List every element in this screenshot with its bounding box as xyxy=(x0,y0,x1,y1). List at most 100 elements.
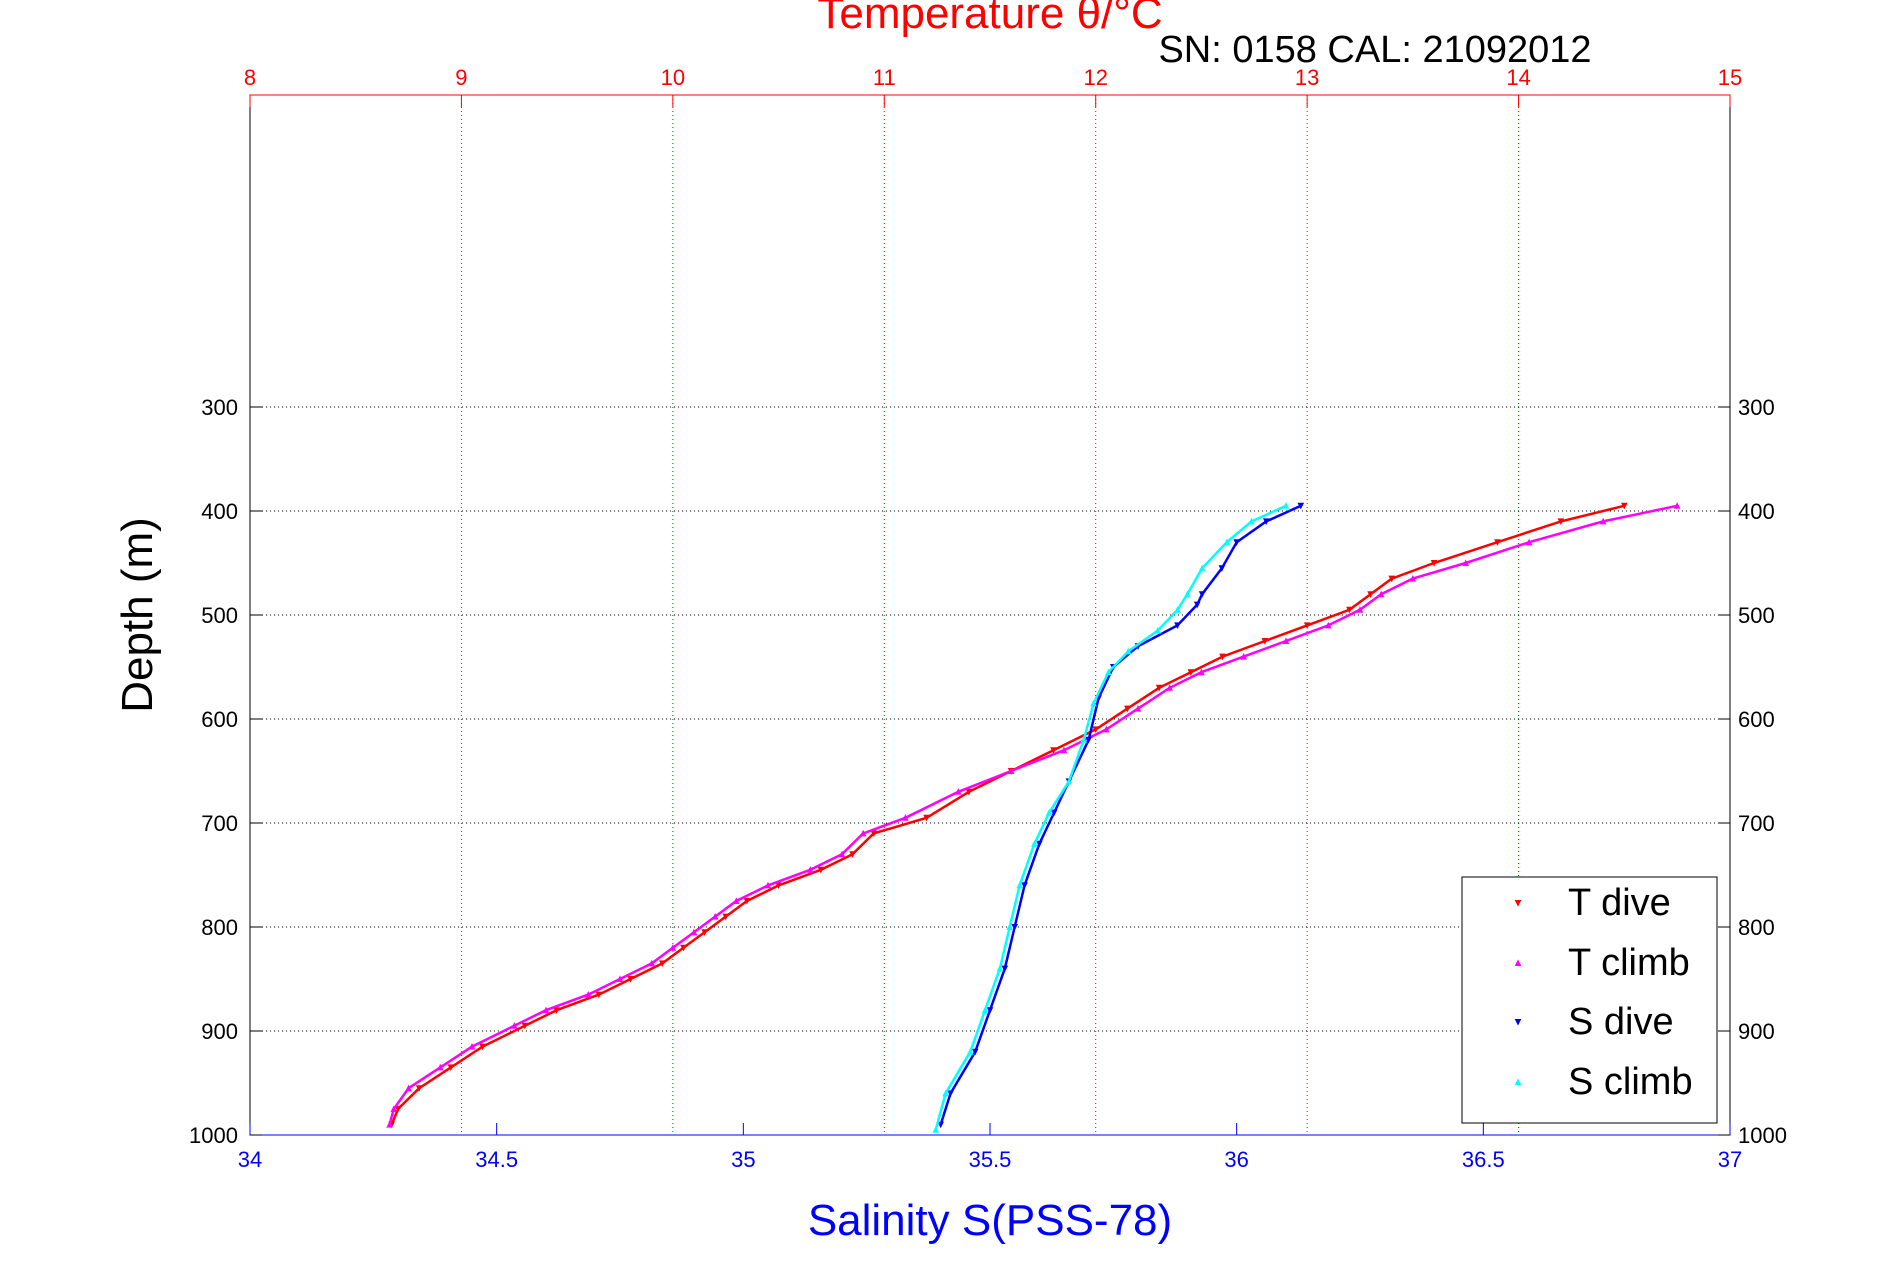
series-line xyxy=(388,504,1678,1125)
data-point xyxy=(1134,704,1142,712)
data-point xyxy=(1219,653,1226,661)
data-point xyxy=(1090,699,1097,707)
data-point xyxy=(1409,574,1417,582)
data-point xyxy=(1036,840,1043,848)
temperature-tick-label: 10 xyxy=(661,65,685,90)
data-point xyxy=(1462,559,1470,566)
data-point xyxy=(405,1084,412,1092)
legend-label: T climb xyxy=(1568,942,1690,984)
data-point xyxy=(1356,606,1364,613)
data-point xyxy=(1124,647,1132,655)
data-points xyxy=(386,502,1681,1133)
depth-tick-label: 900 xyxy=(1738,1019,1775,1044)
data-point xyxy=(595,991,603,999)
depth-tick-label: 400 xyxy=(201,499,238,524)
legend-label: S dive xyxy=(1568,1001,1674,1043)
depth-tick-label: 800 xyxy=(201,915,238,940)
data-point xyxy=(1261,638,1269,645)
data-point xyxy=(806,866,814,873)
data-point xyxy=(394,1106,402,1113)
legend-marker xyxy=(1514,1078,1522,1085)
data-point xyxy=(849,851,856,858)
depth-tick-label: 300 xyxy=(1738,395,1775,420)
depth-tick-label: 900 xyxy=(201,1019,238,1044)
chart-subtitle: SN: 0158 CAL: 21092012 xyxy=(1158,29,1591,71)
data-point xyxy=(775,882,782,890)
data-point xyxy=(954,788,962,795)
data-point xyxy=(1092,726,1100,734)
data-point xyxy=(1388,575,1396,583)
salinity-tick-label: 36.5 xyxy=(1462,1147,1505,1172)
depth-tick-label: 800 xyxy=(1738,915,1775,940)
temperature-tick-label: 9 xyxy=(455,65,467,90)
salinity-tick-label: 34.5 xyxy=(475,1147,518,1172)
data-point xyxy=(1324,621,1332,629)
data-point xyxy=(1007,767,1015,774)
data-point xyxy=(1377,590,1385,598)
data-point xyxy=(1303,622,1311,630)
data-point xyxy=(1124,705,1131,713)
salinity-tick-label: 35 xyxy=(731,1147,755,1172)
data-point xyxy=(764,881,772,889)
depth-tick-label: 700 xyxy=(201,811,238,836)
data-point xyxy=(1031,840,1038,847)
data-point xyxy=(711,912,719,920)
temperature-tick-label: 11 xyxy=(873,65,896,90)
data-point xyxy=(669,944,677,951)
data-point xyxy=(1282,502,1290,509)
data-point xyxy=(1050,809,1058,817)
data-point xyxy=(870,830,878,838)
data-point xyxy=(1525,538,1533,546)
data-point xyxy=(971,1048,979,1056)
depth-tick-label: 600 xyxy=(1738,707,1775,732)
data-point xyxy=(1248,517,1255,525)
data-point xyxy=(1193,601,1201,609)
chart-title: Temperature θ/°C xyxy=(817,0,1162,38)
data-point xyxy=(1198,591,1206,598)
series-s-climb xyxy=(932,502,1290,1133)
temperature-tick-label: 12 xyxy=(1083,65,1107,90)
data-point xyxy=(1060,746,1068,754)
series-t-dive xyxy=(388,502,1628,1129)
data-point xyxy=(1085,736,1092,744)
data-point xyxy=(1262,518,1270,526)
data-point xyxy=(965,788,973,796)
depth-tick-label: 400 xyxy=(1738,499,1775,524)
data-point xyxy=(701,929,708,936)
data-point xyxy=(1155,684,1163,692)
data-point xyxy=(1346,606,1353,614)
legend-label: S climb xyxy=(1568,1061,1693,1103)
data-point xyxy=(627,976,634,983)
data-point xyxy=(1050,747,1057,754)
data-point xyxy=(947,1090,954,1098)
data-point xyxy=(1105,668,1112,676)
series-t-climb xyxy=(386,502,1681,1128)
depth-tick-label: 300 xyxy=(201,395,238,420)
data-point xyxy=(996,964,1004,972)
depth-tick-label: 1000 xyxy=(189,1123,238,1148)
data-point xyxy=(436,1063,444,1071)
data-point xyxy=(690,928,698,936)
data-point xyxy=(859,829,867,837)
data-point xyxy=(1154,626,1162,634)
temperature-tick-label: 14 xyxy=(1506,65,1530,90)
legend-label: T dive xyxy=(1568,882,1671,924)
data-point xyxy=(390,1105,398,1112)
data-point xyxy=(1016,881,1023,889)
data-point xyxy=(902,814,909,821)
axis-ticks: 8 9 10 11 12 13 14 15 34 34.5 35 35.5 36 36.5 37 300 300… xyxy=(189,65,1787,1172)
series-line xyxy=(390,504,1625,1126)
data-point xyxy=(1011,924,1018,931)
data-point xyxy=(942,1089,949,1097)
data-point xyxy=(1430,560,1438,567)
data-point xyxy=(1187,669,1195,676)
data-point xyxy=(1282,637,1290,644)
salinity-tick-label: 37 xyxy=(1718,1147,1742,1172)
data-point xyxy=(542,1006,550,1014)
data-point xyxy=(817,866,825,874)
data-point xyxy=(1218,565,1226,572)
data-point xyxy=(1557,518,1565,526)
data-point xyxy=(722,913,730,921)
data-point xyxy=(616,975,624,982)
